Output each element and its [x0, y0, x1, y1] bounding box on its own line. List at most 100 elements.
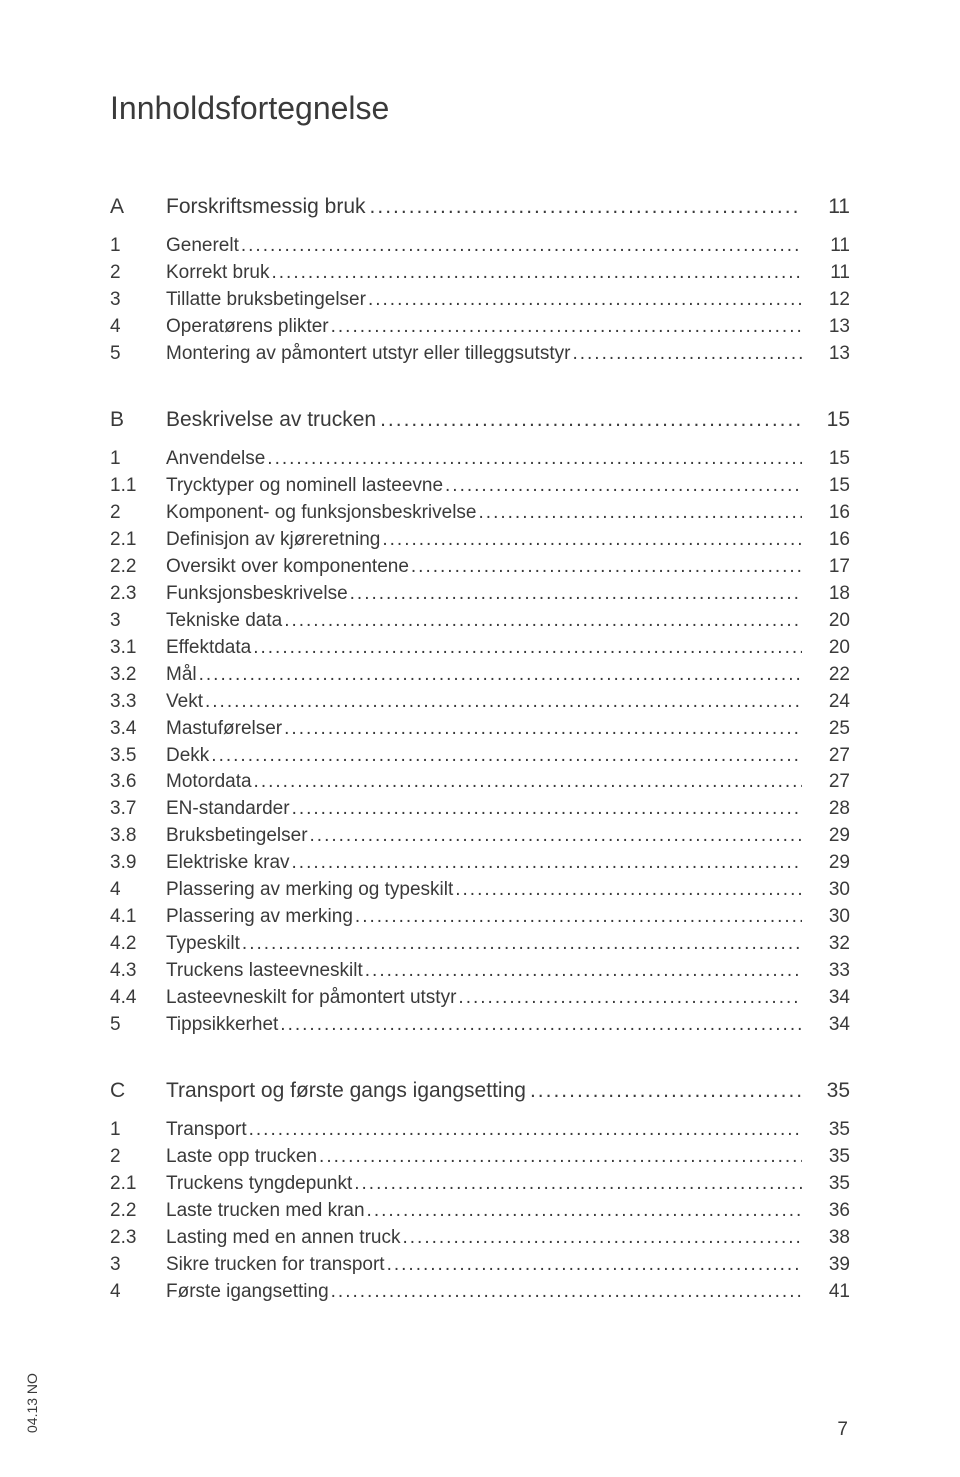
toc-entry-number: 3.1	[110, 635, 166, 662]
toc-entry-number: 2.1	[110, 1171, 166, 1198]
toc-entry-text: Elektriske krav	[166, 850, 802, 877]
toc-entry: 3.9Elektriske krav29	[110, 850, 850, 877]
toc-entry-number: 1	[110, 233, 166, 260]
toc-entry-text-inner: Typeskilt	[166, 933, 240, 954]
toc-entry-number: 3.9	[110, 850, 166, 877]
toc-entry-text: Definisjon av kjøreretning	[166, 527, 802, 554]
toc-entry-text-inner: Trycktyper og nominell lasteevne	[166, 475, 443, 496]
toc-entry-text-inner: Anvendelse	[166, 448, 265, 469]
toc-entry-text-inner: Tippsikkerhet	[166, 1014, 278, 1035]
toc-entry-text-inner: Vekt	[166, 691, 203, 712]
toc-entry-page: 12	[802, 287, 850, 314]
toc-entry: 2.1Truckens tyngdepunkt35	[110, 1171, 850, 1198]
page-title: Innholdsfortegnelse	[110, 90, 850, 127]
toc-entry-page: 22	[802, 662, 850, 689]
toc-section-letter: C	[110, 1079, 166, 1103]
toc-entry-text-inner: Truckens lasteevneskilt	[166, 960, 363, 981]
toc-entry-text: Vekt	[166, 689, 802, 716]
toc-entry-text: Plassering av merking	[166, 904, 802, 931]
toc-entry-text-inner: Motordata	[166, 771, 252, 792]
toc-entry-number: 3	[110, 1252, 166, 1279]
toc-entries: 1Anvendelse151.1Trycktyper og nominell l…	[110, 446, 850, 1039]
toc-entry-number: 4	[110, 1279, 166, 1306]
toc-entry-text: Laste opp trucken	[166, 1144, 802, 1171]
toc-entries: 1Generelt112Korrekt bruk113Tillatte bruk…	[110, 233, 850, 368]
toc-entry-text-inner: Definisjon av kjøreretning	[166, 529, 380, 550]
toc-entry-page: 20	[802, 608, 850, 635]
toc-entry: 1Transport35	[110, 1117, 850, 1144]
toc-entry: 1Generelt11	[110, 233, 850, 260]
toc-entry-number: 1	[110, 446, 166, 473]
toc-entry-number: 2.3	[110, 1225, 166, 1252]
toc-entry-text-inner: Generelt	[166, 235, 239, 256]
toc-entry-page: 27	[802, 769, 850, 796]
toc-entry-text: Første igangsetting	[166, 1279, 802, 1306]
toc-entry-text: Mål	[166, 662, 802, 689]
toc-entry-text: Komponent- og funksjonsbeskrivelse	[166, 500, 802, 527]
toc-entry-number: 4.3	[110, 958, 166, 985]
toc-entry-number: 2	[110, 1144, 166, 1171]
toc-entry-text: Bruksbetingelser	[166, 823, 802, 850]
toc-entry-number: 5	[110, 341, 166, 368]
toc-entry: 3.2Mål22	[110, 662, 850, 689]
toc-entry-text-inner: Komponent- og funksjonsbeskrivelse	[166, 502, 477, 523]
page: Innholdsfortegnelse AForskriftsmessig br…	[0, 0, 960, 1477]
toc-entry: 2.2Oversikt over komponentene 17	[110, 554, 850, 581]
toc-entry-text: Lasting med en annen truck	[166, 1225, 802, 1252]
toc-entry: 3.6Motordata27	[110, 769, 850, 796]
toc-section-heading: AForskriftsmessig bruk 11	[110, 195, 850, 219]
toc-entry-text: Plassering av merking og typeskilt	[166, 877, 802, 904]
toc-entry-page: 29	[802, 823, 850, 850]
toc-entry-text-inner: Korrekt bruk	[166, 262, 269, 283]
toc-entry: 3.1Effektdata20	[110, 635, 850, 662]
toc-entry: 2.3Lasting med en annen truck38	[110, 1225, 850, 1252]
toc-section-title-text: Transport og første gangs igangsetting	[166, 1079, 526, 1102]
toc-entry: 2Laste opp trucken35	[110, 1144, 850, 1171]
toc-entry-text-inner: Montering av påmontert utstyr eller till…	[166, 343, 570, 364]
toc-entry: 1.1Trycktyper og nominell lasteevne 15	[110, 473, 850, 500]
toc-section-page: 11	[802, 195, 850, 219]
toc-entry: 3Tekniske data 20	[110, 608, 850, 635]
toc-entry-text-inner: Transport	[166, 1119, 247, 1140]
toc-entry-number: 4.2	[110, 931, 166, 958]
toc-entry-page: 17	[802, 554, 850, 581]
toc-entry-text-inner: Bruksbetingelser	[166, 825, 308, 846]
toc-section-title-text: Beskrivelse av trucken	[166, 408, 376, 431]
toc: AForskriftsmessig bruk111Generelt112Korr…	[110, 195, 850, 1306]
toc-entry-text: Tippsikkerhet	[166, 1012, 802, 1039]
toc-entry-text-inner: Truckens tyngdepunkt	[166, 1173, 352, 1194]
toc-entry-text: Sikre trucken for transport	[166, 1252, 802, 1279]
toc-entry-text: Lasteevneskilt for påmontert utstyr	[166, 985, 802, 1012]
toc-entry-text-inner: Tekniske data	[166, 610, 282, 631]
toc-entry-number: 3	[110, 608, 166, 635]
toc-entry-page: 15	[802, 473, 850, 500]
toc-entry-text: Tekniske data	[166, 608, 802, 635]
toc-entry-text: Generelt	[166, 233, 802, 260]
toc-section-title-text: Forskriftsmessig bruk	[166, 195, 366, 218]
toc-entry: 3.7EN-standarder28	[110, 796, 850, 823]
toc-entry-number: 2	[110, 500, 166, 527]
toc-section-page: 35	[802, 1079, 850, 1103]
toc-entry-number: 2.1	[110, 527, 166, 554]
toc-entry-page: 25	[802, 716, 850, 743]
toc-entry-text: Dekk	[166, 743, 802, 770]
toc-entry: 4.1Plassering av merking30	[110, 904, 850, 931]
toc-entry: 2.1Definisjon av kjøreretning16	[110, 527, 850, 554]
toc-entry-number: 1.1	[110, 473, 166, 500]
toc-entry-page: 34	[802, 1012, 850, 1039]
toc-entry-page: 29	[802, 850, 850, 877]
toc-entries: 1Transport352Laste opp trucken352.1Truck…	[110, 1117, 850, 1306]
toc-section-title: Beskrivelse av trucken	[166, 408, 802, 432]
toc-entry-page: 27	[802, 743, 850, 770]
toc-section-letter: A	[110, 195, 166, 219]
toc-entry: 4.2Typeskilt32	[110, 931, 850, 958]
toc-entry-text-inner: Mastuførelser	[166, 718, 282, 739]
toc-entry-number: 2.2	[110, 554, 166, 581]
toc-section-page: 15	[802, 408, 850, 432]
toc-entry-text-inner: Oversikt over komponentene	[166, 556, 409, 577]
toc-entry-page: 30	[802, 877, 850, 904]
toc-entry-text: Funksjonsbeskrivelse	[166, 581, 802, 608]
toc-entry: 2Komponent- og funksjonsbeskrivelse16	[110, 500, 850, 527]
toc-entry-text: Trycktyper og nominell lasteevne	[166, 473, 802, 500]
toc-entry-text-inner: Laste opp trucken	[166, 1146, 317, 1167]
